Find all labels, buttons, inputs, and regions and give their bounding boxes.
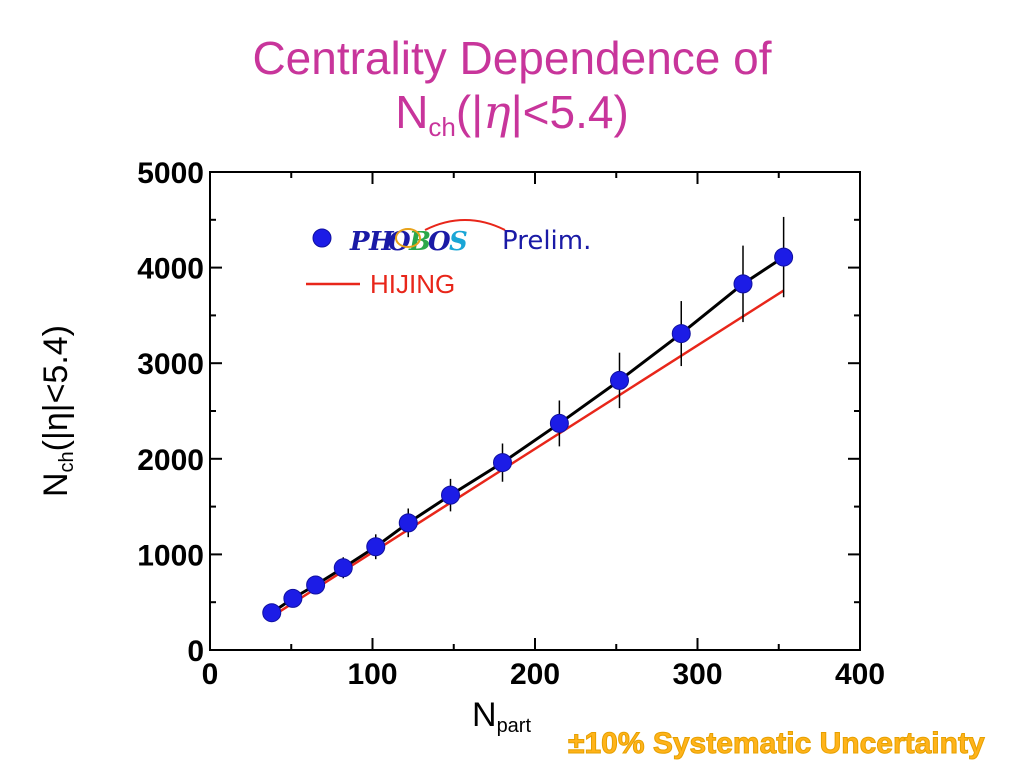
x-tick-label: 100 <box>347 658 397 691</box>
logo-arc <box>424 219 506 231</box>
title-n: N <box>395 86 429 138</box>
logo-letter: P <box>349 227 371 257</box>
logo-letter: O <box>428 227 451 257</box>
legend-label-prelim: Prelim. <box>502 226 591 256</box>
logo-letter: H <box>368 227 395 257</box>
y-tick-label: 0 <box>187 635 204 668</box>
data-point <box>774 247 794 267</box>
data-point <box>493 453 512 473</box>
legend-label-hijing: HIJING <box>370 269 455 299</box>
data-point <box>549 413 569 433</box>
title-paren: (| <box>455 86 484 138</box>
y-tick-label: 3000 <box>137 348 204 381</box>
x-axis-label-sub: part <box>496 715 532 737</box>
data-point <box>283 588 303 608</box>
x-tick-label: 400 <box>835 658 885 691</box>
logo-letter: S <box>449 227 468 257</box>
title-ch-subscript: ch <box>428 112 456 142</box>
data-point <box>398 513 418 533</box>
data-point <box>610 370 629 390</box>
data-layer <box>262 216 794 623</box>
y-tick-label: 4000 <box>137 253 204 286</box>
legend-marker-phobos <box>312 228 332 248</box>
data-point <box>333 558 353 578</box>
title-rest: |<5.4) <box>510 86 629 138</box>
data-point <box>733 274 753 294</box>
data-point <box>366 537 386 557</box>
data-point <box>262 603 282 623</box>
x-axis-label-main: N <box>472 696 497 734</box>
y-tick-label: 1000 <box>137 539 204 572</box>
x-tick-label: 200 <box>510 658 560 691</box>
data-point <box>671 324 691 344</box>
data-point <box>306 575 326 595</box>
title-line-1: Centrality Dependence of <box>252 32 772 84</box>
title-eta: η <box>483 85 511 139</box>
x-tick-label: 300 <box>672 658 722 691</box>
logo-orbit <box>395 228 421 248</box>
hijing-layer <box>271 289 785 618</box>
data-point <box>441 485 460 505</box>
y-tick-label: 5000 <box>137 157 204 190</box>
y-tick-label: 2000 <box>137 444 204 477</box>
logo-letter: O <box>388 227 411 257</box>
x-axis-label: Npart <box>472 696 531 738</box>
hijing-line <box>271 289 785 618</box>
x-tick-label: 0 <box>202 658 219 691</box>
systematic-uncertainty-note: ±10% Systematic Uncertainty <box>568 727 986 761</box>
phobos-connecting-line <box>270 255 785 614</box>
title-line-2: Nch(|η|<5.4) <box>0 86 1024 153</box>
